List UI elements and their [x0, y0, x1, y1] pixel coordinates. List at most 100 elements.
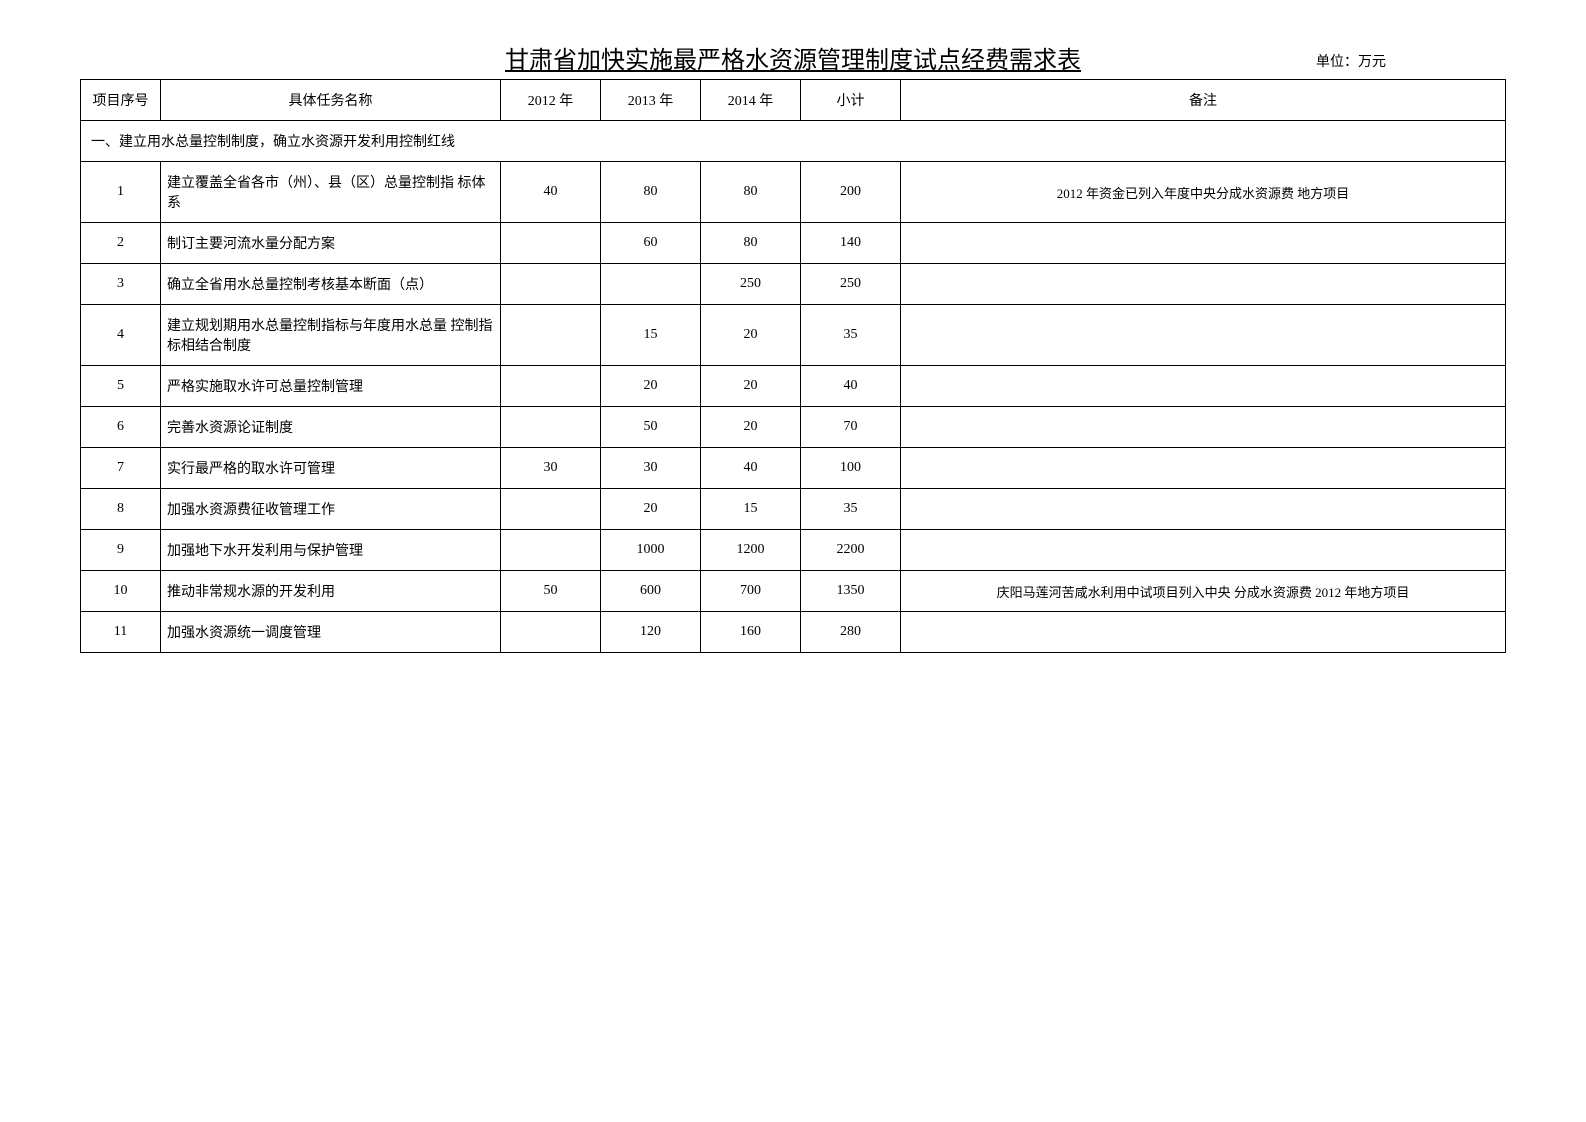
- cell-task: 加强水资源费征收管理工作: [161, 489, 501, 530]
- cell-2012: 50: [501, 571, 601, 612]
- cell-task: 完善水资源论证制度: [161, 407, 501, 448]
- cell-2013: 60: [601, 223, 701, 264]
- cell-2012: [501, 366, 601, 407]
- section-label: 一、建立用水总量控制制度，确立水资源开发利用控制红线: [81, 121, 1506, 162]
- cell-2012: [501, 407, 601, 448]
- cell-subtotal: 100: [801, 448, 901, 489]
- cell-2014: 80: [701, 162, 801, 223]
- cell-subtotal: 200: [801, 162, 901, 223]
- cell-remark: [901, 223, 1506, 264]
- cell-seq: 6: [81, 407, 161, 448]
- table-row: 11加强水资源统一调度管理 120160280: [81, 612, 1506, 653]
- cell-2013: 1000: [601, 530, 701, 571]
- cell-2012: 40: [501, 162, 601, 223]
- cell-2012: [501, 530, 601, 571]
- table-row: 5严格实施取水许可总量控制管理202040: [81, 366, 1506, 407]
- unit-label: 单位：万元: [1316, 51, 1386, 71]
- cell-remark: [901, 489, 1506, 530]
- header-2014: 2014 年: [701, 80, 801, 121]
- cell-2013: 30: [601, 448, 701, 489]
- cell-2013: 20: [601, 489, 701, 530]
- cell-subtotal: 35: [801, 489, 901, 530]
- cell-seq: 8: [81, 489, 161, 530]
- header-task: 具体任务名称: [161, 80, 501, 121]
- header-remark: 备注: [901, 80, 1506, 121]
- cell-seq: 1: [81, 162, 161, 223]
- cell-task: 确立全省用水总量控制考核基本断面（点）: [161, 264, 501, 305]
- table-row: 7实行最严格的取水许可管理303040100: [81, 448, 1506, 489]
- cell-2013: [601, 264, 701, 305]
- cell-subtotal: 250: [801, 264, 901, 305]
- header-2012: 2012 年: [501, 80, 601, 121]
- cell-2013: 80: [601, 162, 701, 223]
- cell-task: 制订主要河流水量分配方案: [161, 223, 501, 264]
- cell-2014: 160: [701, 612, 801, 653]
- cell-task: 建立覆盖全省各市（州）、县（区）总量控制指 标体系: [161, 162, 501, 223]
- table-row: 9加强地下水开发利用与保护管理100012002200: [81, 530, 1506, 571]
- cell-seq: 5: [81, 366, 161, 407]
- cell-remark: [901, 407, 1506, 448]
- budget-table: 项目序号 具体任务名称 2012 年 2013 年 2014 年 小计 备注 一…: [80, 79, 1506, 653]
- cell-2013: 120: [601, 612, 701, 653]
- cell-2012: 30: [501, 448, 601, 489]
- table-row: 6完善水资源论证制度 502070: [81, 407, 1506, 448]
- cell-remark: [901, 612, 1506, 653]
- cell-2012: [501, 612, 601, 653]
- cell-seq: 3: [81, 264, 161, 305]
- cell-subtotal: 70: [801, 407, 901, 448]
- cell-2014: 1200: [701, 530, 801, 571]
- header-row: 项目序号 具体任务名称 2012 年 2013 年 2014 年 小计 备注: [81, 80, 1506, 121]
- cell-2014: 40: [701, 448, 801, 489]
- cell-remark: [901, 366, 1506, 407]
- cell-2012: [501, 489, 601, 530]
- header-seq: 项目序号: [81, 80, 161, 121]
- cell-2014: 700: [701, 571, 801, 612]
- table-row: 10推动非常规水源的开发利用506007001350庆阳马莲河苦咸水利用中试项目…: [81, 571, 1506, 612]
- section-row: 一、建立用水总量控制制度，确立水资源开发利用控制红线: [81, 121, 1506, 162]
- cell-2012: [501, 305, 601, 366]
- cell-2014: 20: [701, 366, 801, 407]
- cell-task: 推动非常规水源的开发利用: [161, 571, 501, 612]
- cell-2013: 15: [601, 305, 701, 366]
- cell-seq: 11: [81, 612, 161, 653]
- cell-subtotal: 1350: [801, 571, 901, 612]
- table-row: 2制订主要河流水量分配方案6080140: [81, 223, 1506, 264]
- cell-remark: [901, 264, 1506, 305]
- cell-remark: 庆阳马莲河苦咸水利用中试项目列入中央 分成水资源费 2012 年地方项目: [901, 571, 1506, 612]
- cell-subtotal: 40: [801, 366, 901, 407]
- table-row: 4建立规划期用水总量控制指标与年度用水总量 控制指标相结合制度 152035: [81, 305, 1506, 366]
- cell-2014: 15: [701, 489, 801, 530]
- cell-task: 加强水资源统一调度管理: [161, 612, 501, 653]
- cell-2013: 50: [601, 407, 701, 448]
- cell-seq: 4: [81, 305, 161, 366]
- cell-subtotal: 140: [801, 223, 901, 264]
- cell-2012: [501, 223, 601, 264]
- cell-remark: [901, 448, 1506, 489]
- cell-2014: 20: [701, 305, 801, 366]
- cell-subtotal: 2200: [801, 530, 901, 571]
- table-row: 3确立全省用水总量控制考核基本断面（点） 250250: [81, 264, 1506, 305]
- cell-subtotal: 35: [801, 305, 901, 366]
- cell-remark: [901, 305, 1506, 366]
- title-row: 甘肃省加快实施最严格水资源管理制度试点经费需求表 单位：万元: [80, 40, 1506, 75]
- cell-2014: 20: [701, 407, 801, 448]
- cell-remark: 2012 年资金已列入年度中央分成水资源费 地方项目: [901, 162, 1506, 223]
- cell-task: 实行最严格的取水许可管理: [161, 448, 501, 489]
- cell-2014: 250: [701, 264, 801, 305]
- cell-seq: 7: [81, 448, 161, 489]
- table-body: 一、建立用水总量控制制度，确立水资源开发利用控制红线 1建立覆盖全省各市（州）、…: [81, 121, 1506, 653]
- cell-2013: 600: [601, 571, 701, 612]
- page-title: 甘肃省加快实施最严格水资源管理制度试点经费需求表: [505, 40, 1081, 75]
- table-row: 1建立覆盖全省各市（州）、县（区）总量控制指 标体系4080802002012 …: [81, 162, 1506, 223]
- cell-2012: [501, 264, 601, 305]
- cell-task: 建立规划期用水总量控制指标与年度用水总量 控制指标相结合制度: [161, 305, 501, 366]
- cell-seq: 10: [81, 571, 161, 612]
- cell-subtotal: 280: [801, 612, 901, 653]
- cell-seq: 9: [81, 530, 161, 571]
- table-row: 8加强水资源费征收管理工作 201535: [81, 489, 1506, 530]
- cell-remark: [901, 530, 1506, 571]
- cell-2014: 80: [701, 223, 801, 264]
- header-2013: 2013 年: [601, 80, 701, 121]
- cell-task: 严格实施取水许可总量控制管理: [161, 366, 501, 407]
- header-subtotal: 小计: [801, 80, 901, 121]
